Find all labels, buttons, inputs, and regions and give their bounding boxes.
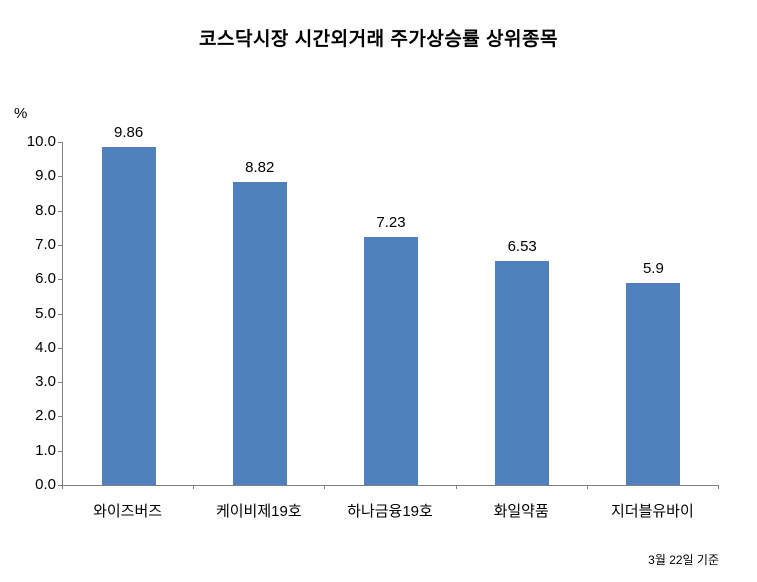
bar-value-label: 9.86 xyxy=(113,123,144,141)
y-tick-mark xyxy=(58,142,62,143)
x-axis-category-label: 화일약품 xyxy=(493,503,549,520)
x-tick-mark xyxy=(324,485,326,489)
y-tick-mark xyxy=(58,347,62,349)
y-tick-mark xyxy=(58,244,62,246)
y-axis-unit-label: % xyxy=(14,105,28,122)
y-tick-mark xyxy=(58,176,62,178)
y-axis-tick-label: 5.0 xyxy=(35,304,56,322)
bar xyxy=(101,146,156,485)
y-axis-tick-label: 3.0 xyxy=(35,373,56,391)
x-axis-category-label: 와이즈버즈 xyxy=(93,503,163,520)
y-axis-tick-label: 10.0 xyxy=(26,133,56,150)
x-axis-category-label: 지더블유바이 xyxy=(610,503,694,520)
bar xyxy=(364,237,418,485)
plot-area: 9.86 8.82 7.23 6.53 5.9 xyxy=(62,124,719,486)
x-tick-mark xyxy=(586,485,588,489)
bar-value-label: 7.23 xyxy=(376,214,406,231)
y-axis-tick-label: 0.0 xyxy=(35,476,56,493)
y-tick-mark xyxy=(58,279,62,281)
x-tick-mark xyxy=(62,485,63,489)
x-axis-category-label: 하나금융19호 xyxy=(347,503,433,520)
x-tick-mark xyxy=(455,485,457,489)
x-axis-category-label: 케이비제19호 xyxy=(215,503,302,520)
bar-value-label: 8.82 xyxy=(245,159,275,177)
x-tick-mark xyxy=(718,485,719,489)
y-axis-tick-label: 1.0 xyxy=(35,441,56,459)
y-axis-tick-label: 7.0 xyxy=(35,235,56,253)
y-tick-mark xyxy=(58,313,62,315)
y-axis-tick-label: 9.0 xyxy=(35,167,56,185)
x-tick-mark xyxy=(193,485,195,489)
y-axis-tick-label: 6.0 xyxy=(35,270,56,288)
y-axis-tick-label: 4.0 xyxy=(35,338,56,356)
y-tick-mark xyxy=(58,382,62,384)
bar-value-label: 5.9 xyxy=(642,259,664,277)
footnote: 3월 22일 기준 xyxy=(648,553,719,567)
y-axis-tick-label: 8.0 xyxy=(35,201,56,219)
y-tick-mark xyxy=(58,485,62,486)
bar xyxy=(495,261,550,485)
bar xyxy=(626,282,681,485)
y-tick-mark xyxy=(58,210,62,212)
y-tick-mark xyxy=(58,450,62,452)
y-tick-mark xyxy=(58,416,62,418)
bar xyxy=(232,182,287,485)
chart-title: 코스닥시장 시간외거래 주가상승률 상위종목 xyxy=(199,29,558,50)
bar-value-label: 6.53 xyxy=(507,238,537,256)
y-axis-tick-label: 2.0 xyxy=(35,407,56,425)
